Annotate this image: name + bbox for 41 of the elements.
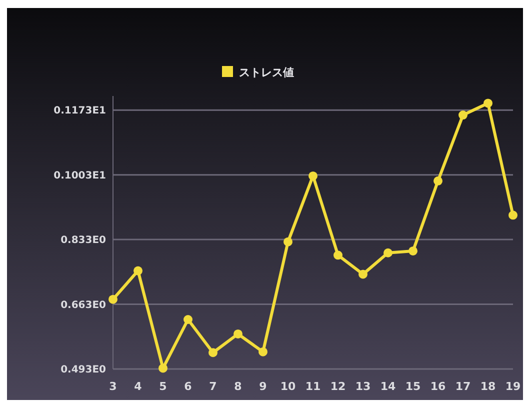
x-tick-label: 17 bbox=[455, 380, 471, 393]
y-tick-label: 0.1173E1 bbox=[54, 106, 106, 117]
point bbox=[234, 329, 242, 338]
x-tick-label: 19 bbox=[505, 380, 521, 393]
x-tick-label: 11 bbox=[305, 380, 321, 393]
x-tick-label: 5 bbox=[159, 380, 167, 393]
x-tick-label: 7 bbox=[209, 380, 217, 393]
point bbox=[508, 210, 518, 220]
y-tick-label: 0.663E0 bbox=[60, 300, 106, 311]
x-tick-label: 8 bbox=[234, 380, 242, 393]
point bbox=[284, 237, 292, 246]
legend-label: ストレス値 bbox=[239, 66, 294, 79]
point bbox=[334, 250, 342, 260]
point bbox=[208, 348, 218, 358]
y-tick-label: 0.833E0 bbox=[60, 235, 106, 246]
legend: ストレス値 bbox=[222, 66, 294, 79]
x-tick-label: 9 bbox=[259, 380, 267, 393]
x-tick-label: 16 bbox=[430, 380, 446, 393]
point bbox=[358, 270, 368, 279]
point bbox=[134, 266, 142, 276]
point bbox=[158, 364, 168, 373]
x-tick-label: 3 bbox=[109, 380, 117, 393]
x-tick-label: 6 bbox=[184, 380, 192, 393]
x-tick-label: 15 bbox=[405, 380, 421, 393]
point bbox=[308, 171, 318, 180]
point bbox=[434, 176, 442, 186]
point bbox=[484, 98, 492, 108]
point bbox=[458, 110, 468, 120]
y-tick-label: 0.493E0 bbox=[60, 364, 106, 376]
x-tick-label: 18 bbox=[480, 380, 496, 393]
x-tick-label: 14 bbox=[380, 380, 396, 393]
point bbox=[384, 248, 392, 258]
x-tick-label: 10 bbox=[280, 380, 296, 393]
x-tick-label: 13 bbox=[355, 380, 371, 393]
point bbox=[408, 246, 418, 256]
point bbox=[184, 315, 192, 324]
x-tick-label: 4 bbox=[134, 380, 142, 393]
y-tick-label: 0.1003E1 bbox=[54, 170, 106, 182]
point bbox=[108, 294, 118, 304]
point bbox=[258, 347, 268, 356]
x-tick-label: 12 bbox=[330, 380, 346, 393]
